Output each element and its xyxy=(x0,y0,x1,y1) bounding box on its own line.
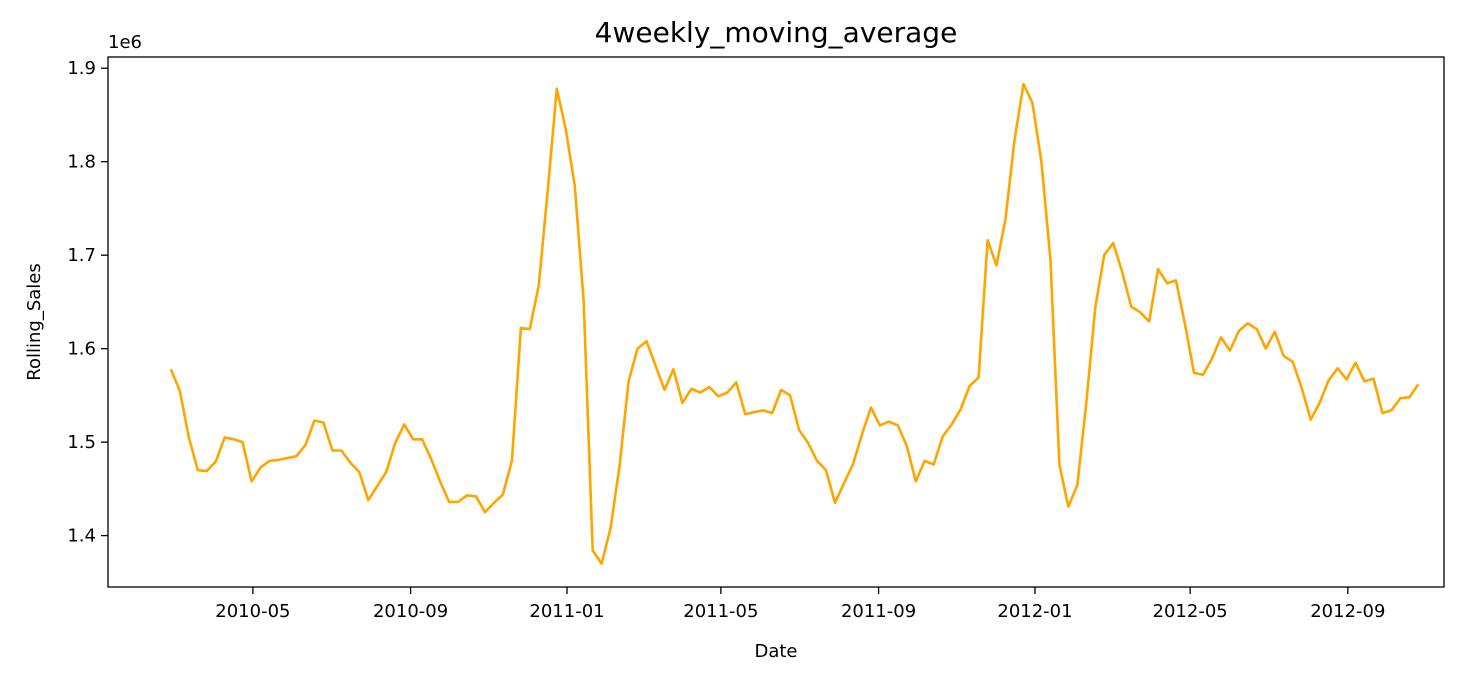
chart-title: 4weekly_moving_average xyxy=(595,16,958,49)
x-tick-label: 2011-09 xyxy=(841,601,916,622)
y-axis-offset-label: 1e6 xyxy=(108,32,142,53)
x-tick-label: 2012-09 xyxy=(1310,601,1385,622)
x-tick-label: 2011-01 xyxy=(529,601,604,622)
y-axis-label: Rolling_Sales xyxy=(24,263,45,380)
y-tick-label: 1.8 xyxy=(67,152,96,173)
x-tick-label: 2010-05 xyxy=(215,601,290,622)
y-tick-label: 1.4 xyxy=(67,526,96,547)
y-tick-label: 1.7 xyxy=(67,245,96,266)
plot-area xyxy=(169,82,1420,565)
x-axis: 2010-05 2010-09 2011-01 2011-05 2011-09 2012-… xyxy=(215,587,1385,622)
y-tick-label: 1.5 xyxy=(67,432,96,453)
x-tick-label: 2011-05 xyxy=(683,601,758,622)
y-tick-label: 1.9 xyxy=(67,58,96,79)
y-tick-label: 1.6 xyxy=(67,339,96,360)
x-axis-label: Date xyxy=(754,641,797,662)
y-axis: 1.4 1.5 1.6 1.7 1.8 1.9 xyxy=(67,58,108,547)
x-tick-label: 2012-01 xyxy=(997,601,1072,622)
series-line xyxy=(169,82,1420,565)
x-tick-label: 2012-05 xyxy=(1153,601,1228,622)
x-tick-label: 2010-09 xyxy=(373,601,448,622)
plot-frame xyxy=(107,56,1445,588)
